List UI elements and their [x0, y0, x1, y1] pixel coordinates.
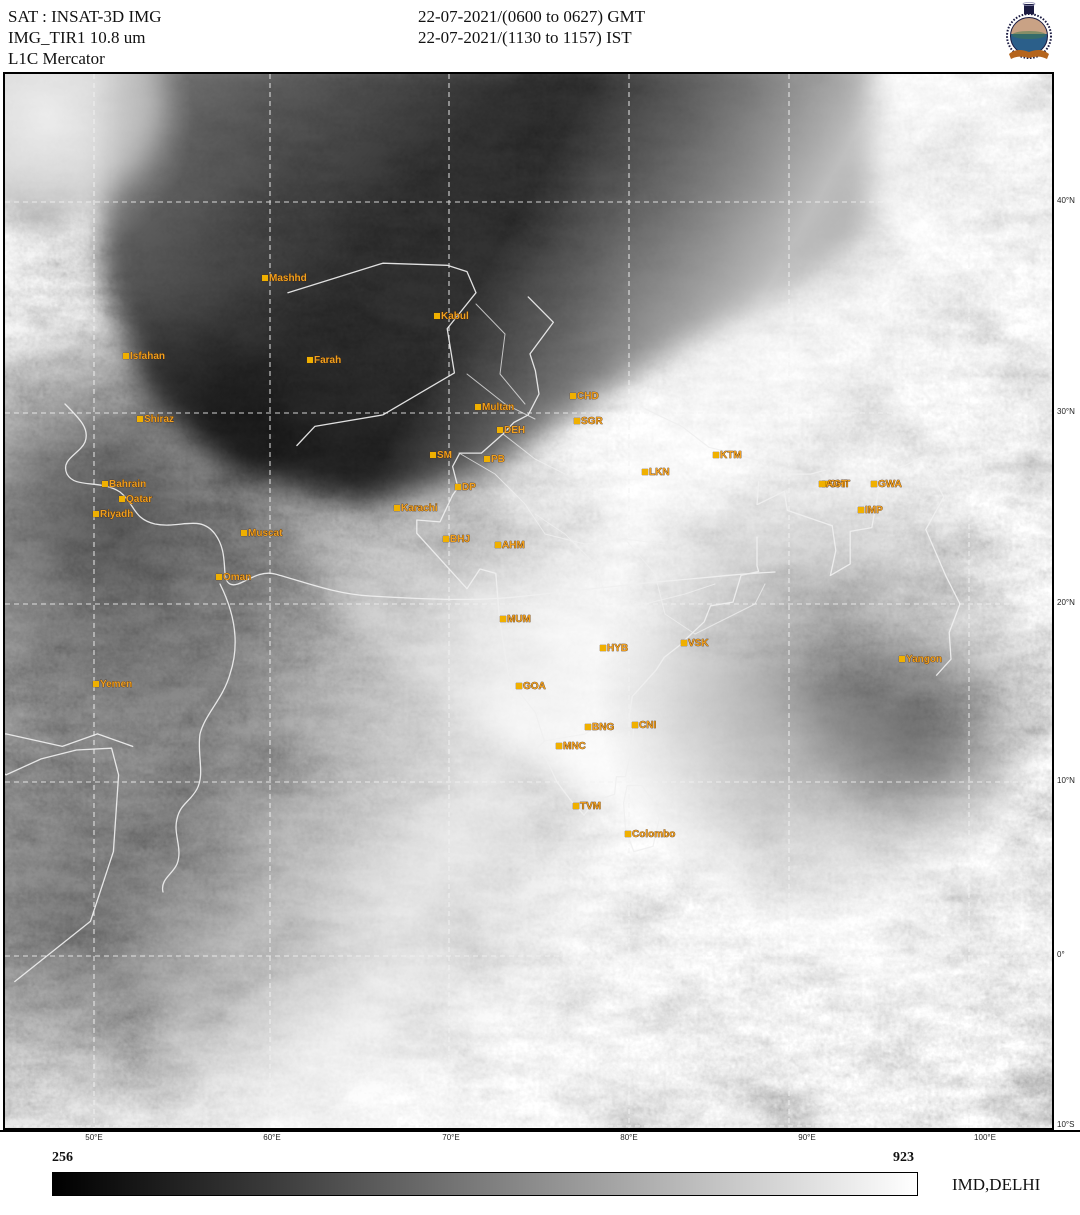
svg-text:MNC: MNC	[563, 741, 586, 752]
svg-text:GWA: GWA	[878, 479, 902, 490]
svg-text:BHJ: BHJ	[450, 534, 470, 545]
svg-text:SGR: SGR	[581, 416, 603, 427]
svg-text:Oman: Oman	[223, 572, 251, 583]
svg-text:Muscat: Muscat	[248, 528, 283, 539]
svg-text:LKN: LKN	[649, 467, 670, 478]
svg-text:AGT: AGT	[826, 479, 847, 490]
svg-text:Karachi: Karachi	[401, 503, 438, 514]
svg-text:Colombo: Colombo	[632, 829, 675, 840]
svg-text:PB: PB	[491, 454, 505, 465]
svg-text:Kabul: Kabul	[441, 311, 469, 322]
svg-text:DEH: DEH	[504, 425, 525, 436]
svg-text:Qatar: Qatar	[126, 494, 152, 505]
svg-text:Yangon: Yangon	[906, 654, 942, 665]
svg-text:IMP: IMP	[865, 505, 883, 516]
svg-text:Bahrain: Bahrain	[109, 479, 146, 490]
svg-text:BNG: BNG	[592, 722, 614, 733]
svg-text:KTM: KTM	[720, 450, 742, 461]
svg-text:Riyadh: Riyadh	[100, 509, 133, 520]
svg-text:SM: SM	[437, 450, 452, 461]
svg-text:Yemen: Yemen	[100, 679, 132, 690]
svg-text:Isfahan: Isfahan	[130, 351, 165, 362]
svg-text:MUM: MUM	[507, 614, 531, 625]
svg-text:GOA: GOA	[523, 681, 546, 692]
svg-text:CHD: CHD	[577, 391, 599, 402]
svg-text:TVM: TVM	[580, 801, 601, 812]
svg-text:HYB: HYB	[607, 643, 628, 654]
svg-text:VSK: VSK	[688, 638, 709, 649]
svg-text:DP: DP	[462, 482, 476, 493]
svg-text:Shiraz: Shiraz	[144, 414, 174, 425]
svg-text:Farah: Farah	[314, 355, 341, 366]
svg-text:AHM: AHM	[502, 540, 525, 551]
svg-text:CNI: CNI	[639, 720, 656, 731]
svg-text:Multan: Multan	[482, 402, 514, 413]
svg-text:Mashhd: Mashhd	[269, 273, 307, 284]
